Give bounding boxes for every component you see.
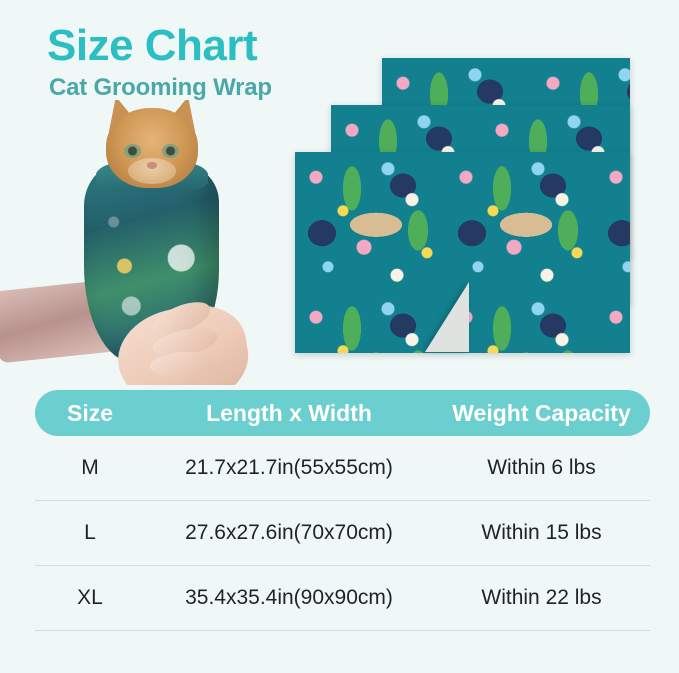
cell-weight: Within 15 lbs xyxy=(481,521,602,544)
cat-eye-right xyxy=(162,144,179,158)
page-subtitle: Cat Grooming Wrap xyxy=(49,74,272,101)
table-row: M 21.7x21.7in(55x55cm) Within 6 lbs xyxy=(35,436,650,501)
cell-size: L xyxy=(84,521,96,544)
table-row: L 27.6x27.6in(70x70cm) Within 15 lbs xyxy=(35,501,650,566)
cell-size: M xyxy=(81,456,99,479)
column-header-weight: Weight Capacity xyxy=(452,399,631,426)
blanket-folded-corner xyxy=(425,282,469,352)
page-title: Size Chart xyxy=(47,21,258,70)
table-header-row: Size Length x Width Weight Capacity xyxy=(35,390,650,436)
cell-dimensions: 35.4x35.4in(90x90cm) xyxy=(185,586,393,609)
table-row: XL 35.4x35.4in(90x90cm) Within 22 lbs xyxy=(35,566,650,631)
size-table: Size Length x Width Weight Capacity M 21… xyxy=(35,390,650,631)
cell-dimensions: 27.6x27.6in(70x70cm) xyxy=(185,521,393,544)
cell-size: XL xyxy=(77,586,103,609)
cell-dimensions: 21.7x21.7in(55x55cm) xyxy=(185,456,393,479)
product-photo xyxy=(0,100,275,385)
cell-weight: Within 22 lbs xyxy=(481,586,602,609)
cat-eye-left xyxy=(124,144,141,158)
cat-nose xyxy=(147,162,157,169)
column-header-size: Size xyxy=(66,399,114,426)
title-block: Size Chart Cat Grooming Wrap xyxy=(47,22,367,102)
cell-weight: Within 6 lbs xyxy=(487,456,596,479)
column-header-dimensions: Length x Width xyxy=(206,399,372,426)
